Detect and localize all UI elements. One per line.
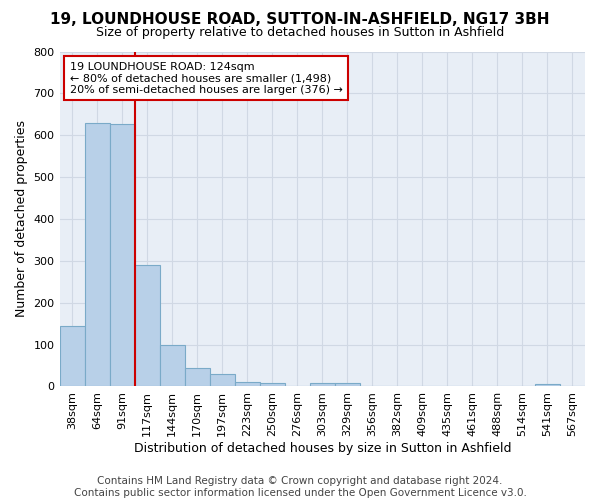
Bar [160,344,185,387]
Bar [59,326,85,386]
Y-axis label: Number of detached properties: Number of detached properties [15,120,28,318]
Bar [185,368,209,386]
Bar [110,124,134,386]
X-axis label: Distribution of detached houses by size in Sutton in Ashfield: Distribution of detached houses by size … [134,442,511,455]
Bar [209,374,235,386]
Bar [260,383,285,386]
Text: Size of property relative to detached houses in Sutton in Ashfield: Size of property relative to detached ho… [96,26,504,39]
Bar [335,383,360,386]
Text: Contains HM Land Registry data © Crown copyright and database right 2024.
Contai: Contains HM Land Registry data © Crown c… [74,476,526,498]
Bar [535,384,560,386]
Text: 19, LOUNDHOUSE ROAD, SUTTON-IN-ASHFIELD, NG17 3BH: 19, LOUNDHOUSE ROAD, SUTTON-IN-ASHFIELD,… [50,12,550,28]
Bar [235,382,260,386]
Text: 19 LOUNDHOUSE ROAD: 124sqm
← 80% of detached houses are smaller (1,498)
20% of s: 19 LOUNDHOUSE ROAD: 124sqm ← 80% of deta… [70,62,343,94]
Bar [85,122,110,386]
Bar [134,265,160,386]
Bar [310,383,335,386]
